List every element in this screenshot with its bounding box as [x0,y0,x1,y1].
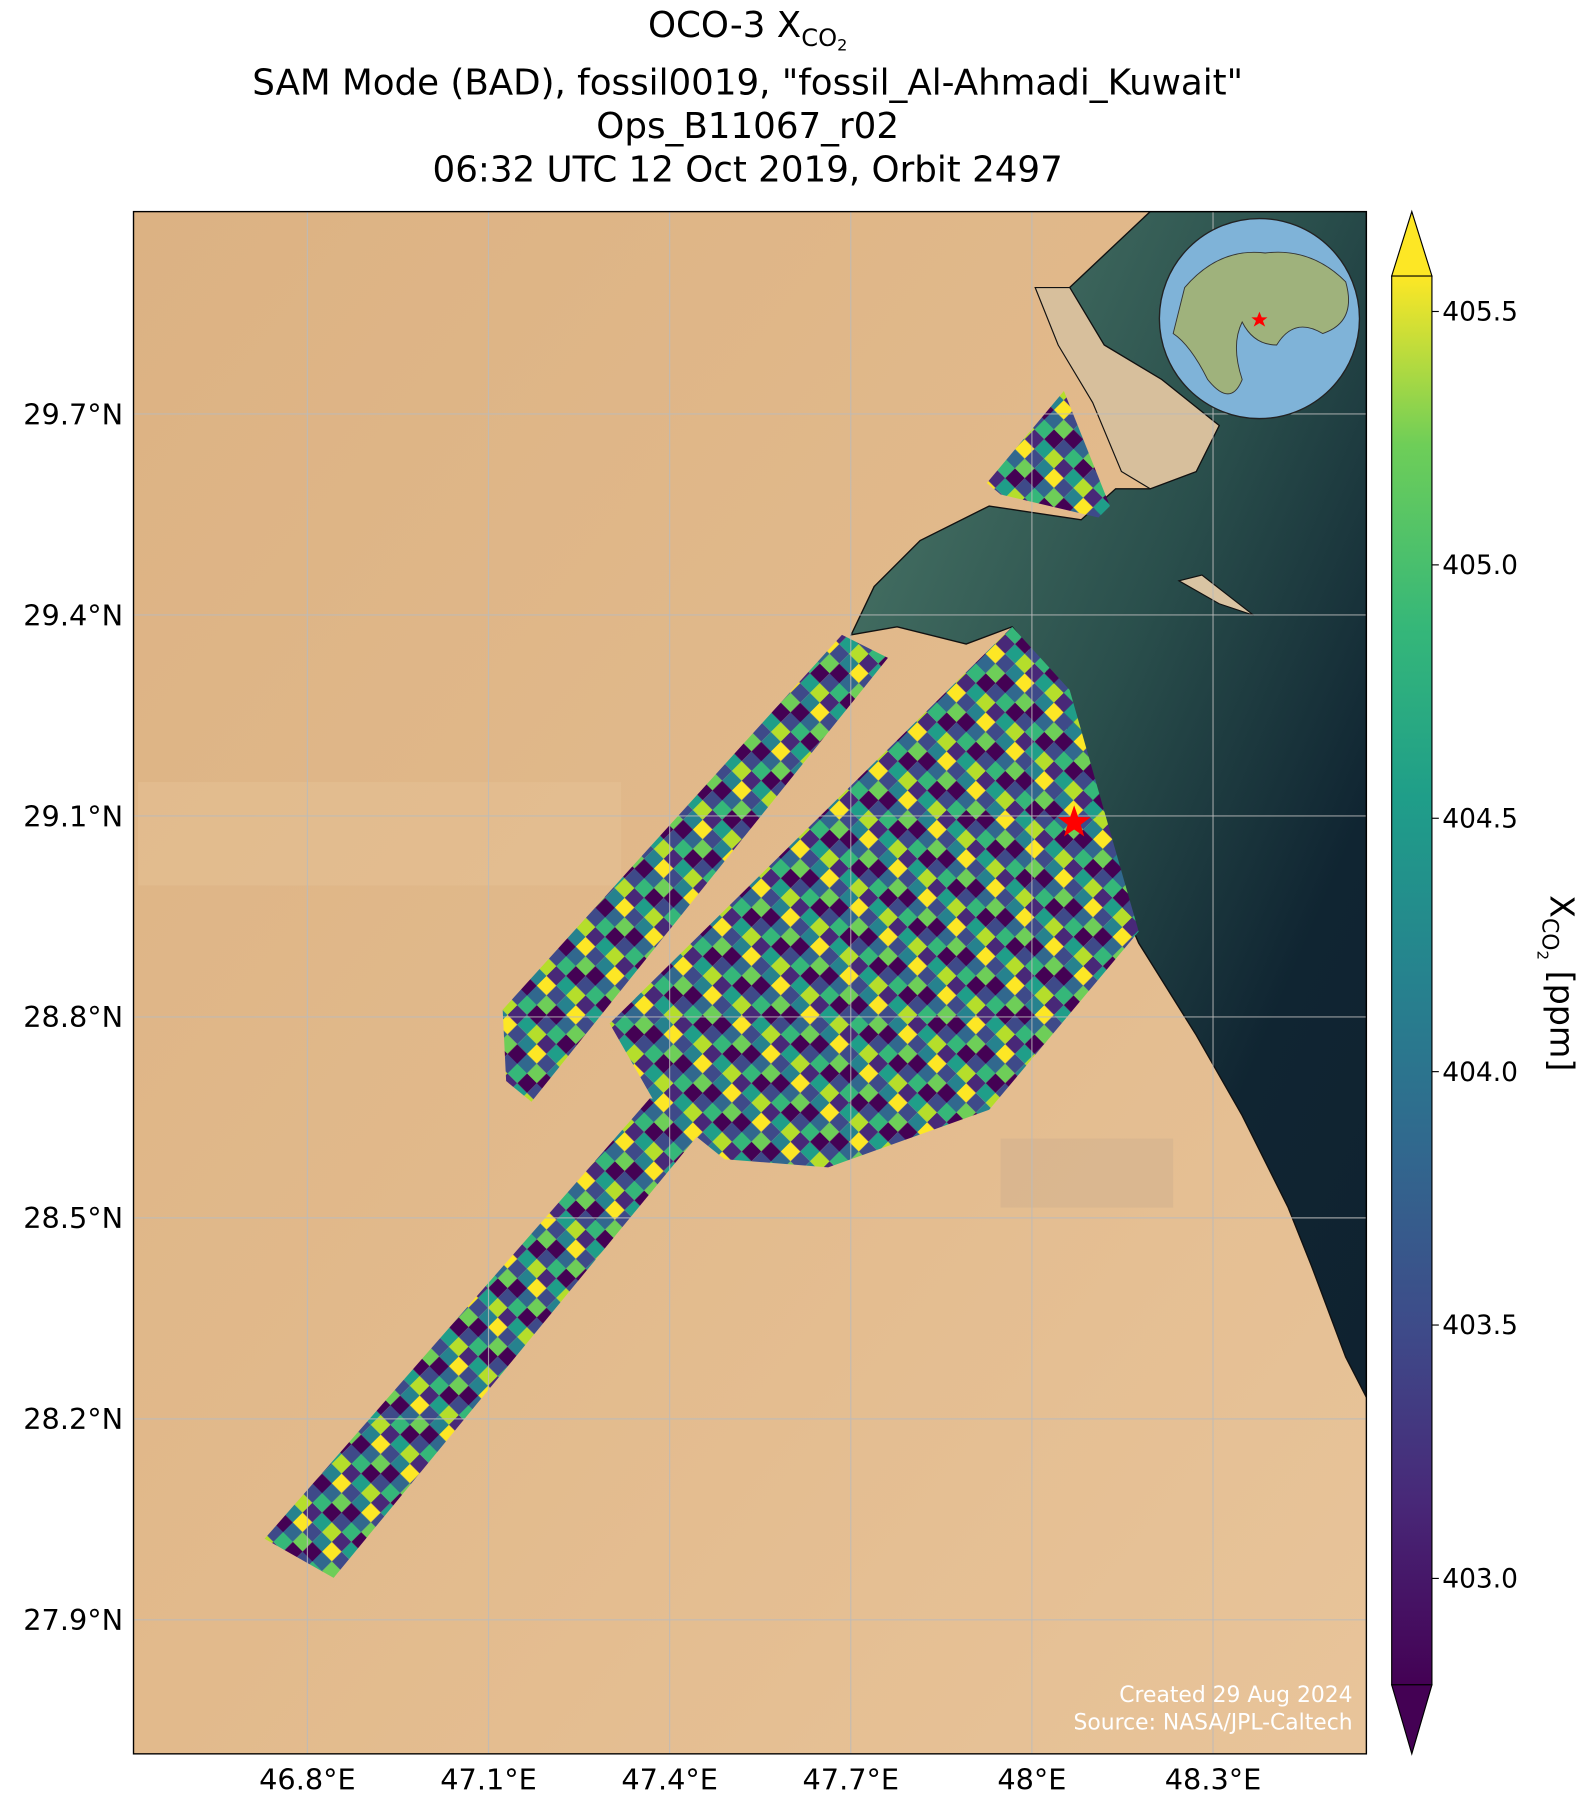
x-tick-label: 47.1°E [440,1762,537,1796]
y-tick-label: 27.9°N [23,1603,123,1637]
annotation: Source: NASA/JPL-Caltech [1074,1711,1353,1736]
x-tick-label: 47.7°E [802,1762,899,1796]
colorbar-label: XCO2 [ppm] [1534,895,1582,1071]
globe-site [1251,311,1268,327]
colorbar-extend [1390,209,1433,277]
chart-subtitle: Ops_B11067_r02 [596,106,899,147]
colorbar-tick-label: 405.0 [1442,550,1518,581]
swath [502,634,888,1102]
x-tick-label: 48.3°E [1165,1762,1262,1796]
colorbar-bar [1391,275,1433,1686]
swath [609,626,1139,1168]
y-tick-label: 28.8°N [23,1000,123,1034]
chart-subtitle: SAM Mode (BAD), fossil0019, "fossil_Al-A… [252,62,1243,103]
colorbar-tick-label: 403.0 [1442,1564,1518,1595]
colorbar: XCO2 [ppm] [1390,209,1582,1756]
island [1034,286,1220,490]
map-frame [132,210,1368,1755]
swaths [264,391,1139,1578]
swath [986,391,1110,518]
x-tick-label: 47.4°E [621,1762,718,1796]
y-tick-label: 28.2°N [23,1402,123,1436]
colorbar-tick-label: 404.0 [1442,1057,1518,1088]
chart-subtitle: 06:32 UTC 12 Oct 2019, Orbit 2497 [433,150,1063,191]
y-tick-label: 29.4°N [23,598,123,632]
x-tick-label: 46.8°E [259,1762,356,1796]
y-tick-label: 28.5°N [23,1201,123,1235]
colorbar-tick-label: 403.5 [1442,1310,1518,1341]
annotation: Created 29 Aug 2024 [1119,1683,1352,1708]
y-tick-label: 29.1°N [23,799,123,833]
grid [133,211,1367,1754]
colorbar-extend [1390,1684,1433,1756]
y-tick-label: 29.7°N [23,397,123,431]
chart-title: OCO-3 XCO2 [648,5,847,55]
site-marker [1057,805,1091,837]
x-tick-label: 48°E [997,1762,1066,1796]
colorbar-tick-label: 405.5 [1442,297,1518,328]
map: Created 29 Aug 2024 Source: NASA/JPL-Cal… [133,211,1367,1754]
land-patch [138,782,622,886]
land-patch [1000,1138,1174,1208]
colorbar-tick-label: 404.5 [1442,803,1518,834]
